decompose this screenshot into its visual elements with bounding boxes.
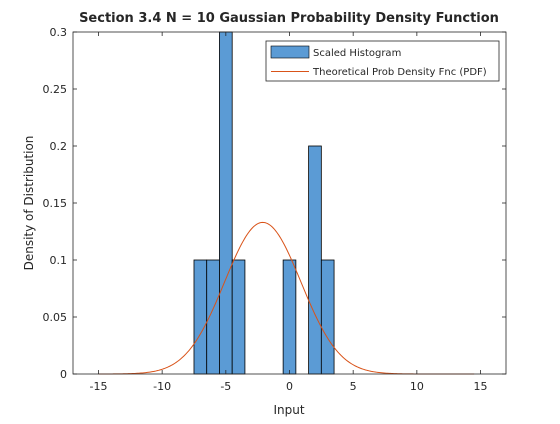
y-tick-label: 0.25	[43, 83, 68, 96]
histogram-bar	[320, 259, 335, 375]
x-tick-label: -5	[220, 380, 231, 393]
y-tick-label: 0.3	[50, 26, 68, 39]
y-tick-label: 0.05	[43, 311, 68, 324]
histogram-bar	[308, 145, 322, 375]
y-axis-ticks: 0 0.05 0.1 0.15 0.2 0.25 0.3	[43, 26, 506, 381]
histogram-bar	[219, 31, 233, 375]
y-tick-label: 0	[60, 368, 67, 381]
histogram-bar	[206, 259, 220, 375]
histogram-bar	[193, 259, 208, 375]
x-axis-ticks: -15 -10 -5 0 5 10 15	[89, 32, 488, 393]
y-tick-label: 0.1	[50, 254, 68, 267]
x-tick-label: 5	[350, 380, 357, 393]
x-tick-label: -10	[153, 380, 171, 393]
x-tick-label: 0	[286, 380, 293, 393]
chart-title: Section 3.4 N = 10 Gaussian Probability …	[79, 11, 499, 26]
y-tick-label: 0.15	[43, 197, 68, 210]
histogram-bars	[193, 31, 335, 375]
histogram-bar	[231, 259, 246, 375]
x-tick-label: -15	[89, 380, 107, 393]
x-tick-label: 15	[474, 380, 488, 393]
legend-label-pdf: Theoretical Prob Density Fnc (PDF)	[312, 67, 487, 78]
y-tick-label: 0.2	[50, 140, 68, 153]
x-tick-label: 10	[410, 380, 424, 393]
histogram-bar	[282, 259, 297, 375]
y-axis-label: Density of Distribution	[22, 136, 36, 271]
legend-swatch-histogram	[270, 45, 310, 59]
legend: Scaled Histogram Theoretical Prob Densit…	[265, 40, 500, 82]
legend-label-histogram: Scaled Histogram	[313, 48, 401, 59]
x-axis-label: Input	[273, 403, 304, 417]
